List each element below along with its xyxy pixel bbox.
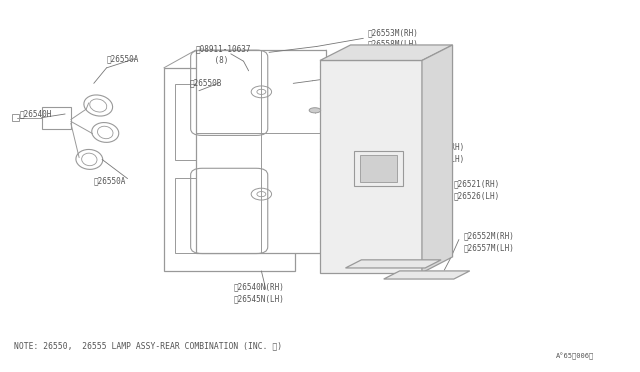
Text: ※26553M(RH)
※26558M(LH): ※26553M(RH) ※26558M(LH) bbox=[368, 28, 419, 49]
Text: ※26550A: ※26550A bbox=[94, 176, 126, 185]
Text: ※26540H: ※26540H bbox=[19, 109, 52, 119]
Text: ※26540B: ※26540B bbox=[355, 100, 387, 109]
Text: ⓝ08911-10637
    (8): ⓝ08911-10637 (8) bbox=[196, 45, 252, 65]
Polygon shape bbox=[320, 61, 422, 273]
Polygon shape bbox=[384, 271, 470, 279]
Polygon shape bbox=[196, 50, 326, 253]
Text: ※26550A: ※26550A bbox=[106, 54, 139, 63]
Text: ※26550B: ※26550B bbox=[189, 79, 221, 88]
Text: ※26552M(RH)
※26557M(LH): ※26552M(RH) ※26557M(LH) bbox=[463, 232, 515, 253]
Text: ※26521(RH)
※26526(LH): ※26521(RH) ※26526(LH) bbox=[454, 179, 500, 200]
Polygon shape bbox=[422, 45, 452, 273]
Text: ※26540N(RH)
※26545N(LH): ※26540N(RH) ※26545N(LH) bbox=[234, 283, 285, 304]
Bar bbox=[12, 114, 19, 121]
Bar bbox=[42, 107, 71, 129]
Ellipse shape bbox=[309, 108, 321, 113]
Text: ※26553(RH)
※26558(LH): ※26553(RH) ※26558(LH) bbox=[419, 142, 465, 163]
Polygon shape bbox=[346, 260, 441, 268]
Polygon shape bbox=[320, 45, 452, 61]
Bar bbox=[360, 155, 397, 182]
Bar bbox=[354, 151, 403, 186]
Text: A°65）006－: A°65）006－ bbox=[556, 353, 594, 360]
Text: NOTE: 26550,  26555 LAMP ASSY-REAR COMBINATION (INC. ※): NOTE: 26550, 26555 LAMP ASSY-REAR COMBIN… bbox=[14, 341, 282, 350]
Bar bbox=[175, 84, 278, 160]
Text: ※26563(RH)
※26568(LH): ※26563(RH) ※26568(LH) bbox=[357, 65, 403, 86]
Bar bbox=[175, 177, 278, 253]
